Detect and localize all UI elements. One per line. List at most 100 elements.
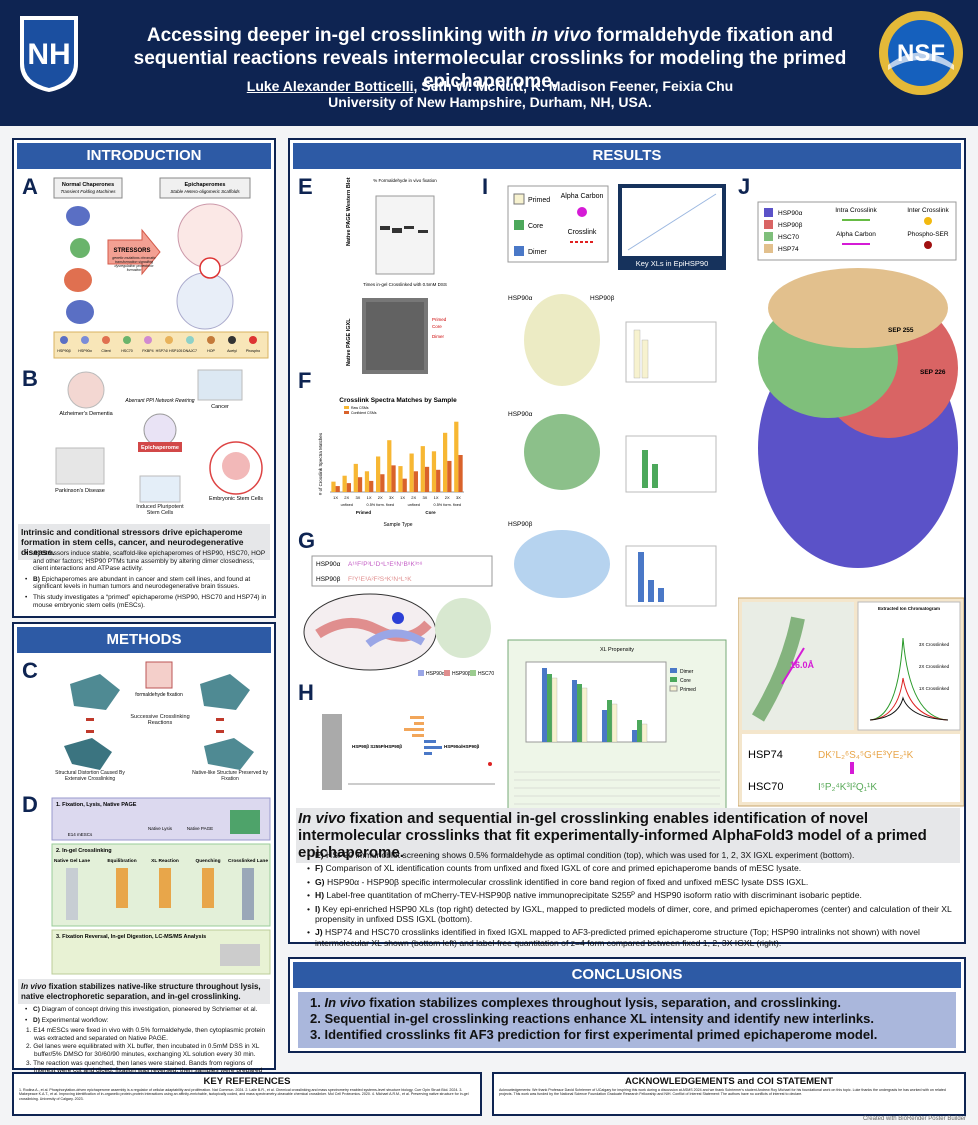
legend-entry: HSC70 [778,234,799,241]
legend-swatch [470,670,476,676]
label: DK⁷L₂⁶S₄⁵G⁴E³YE₂¹K [818,750,914,761]
bar [402,478,407,492]
section-heading: METHODS [17,627,271,653]
legend-entry: Dimer [680,669,694,675]
references-text: 1. Rodina A., et al. Phosphorylation-dri… [19,1088,469,1101]
legend-swatch [764,232,773,241]
legend-entry: Primed [680,687,696,693]
legend-swatch [764,220,773,229]
legend-entry: Inter Crosslink [907,207,949,214]
bar [458,455,463,492]
panel-letter: D [22,792,38,817]
bullet-list: A) Stressors induce stable, scaffold-lik… [24,550,268,612]
chart-title: Crosslink Spectra Matches by Sample [339,397,457,404]
label: HSP90α [508,411,533,418]
legend-entry: Intra Crosslink [835,207,877,214]
label: XL Reaction [151,858,179,864]
legend-swatch [924,217,932,225]
figure-g: HSP90α A¹⁶F²P³L¹D⁴L⁵E⁶N⁷B⁸K³⁵⁸ HSP90β F²… [303,555,494,677]
bar [436,469,441,492]
group-label: Primed [356,510,372,515]
bullet: B) Epichaperomes are abundant in cancer … [24,576,268,591]
label: Quenching [195,858,220,864]
header: NH Accessing deeper in-gel crosslinking … [0,0,978,126]
conclusion-text: fixation stabilizes complexes throughout… [365,995,841,1010]
step-label: 3. [26,1059,32,1067]
label: Core [432,324,442,329]
label: HSP90β S255P/HSP90β [352,744,402,749]
label: 2X Crosslinked [919,664,950,669]
title-part: Accessing deeper in-gel crosslinking wit… [146,25,532,46]
legend-entry: HSP90β [778,222,803,229]
authors-text: , Seth W. McNutt, K. Madison Feener, Fei… [413,78,734,94]
label: HSP74 [748,749,783,761]
x-tick-label: 1X [333,495,338,500]
conclusion-label: 2. [310,1011,321,1026]
label: genetic mutations chromatic transformati… [112,256,156,272]
bullet-text: Key epi-enriched HSP90 XLs (top right) d… [315,903,952,925]
legend-swatch [924,241,932,249]
legend-entry: Confident CSMs [351,411,377,415]
section-summary: In vivo fixation stabilizes native-like … [18,979,270,1004]
label: Native Gel Lane [54,858,90,864]
bullet-label: D) [33,1016,40,1024]
label: Alzheimer's Dementia [59,411,113,417]
label: Successive Crosslinking Reactions [130,714,190,726]
legend-entry: Primed [528,197,550,204]
label: Primed [432,317,447,322]
legend-entry: HSC70 [121,349,133,353]
label: HSP90α [508,295,533,302]
x-tick-label: 2X [445,495,450,500]
panel-letter: G [298,528,316,553]
legend-entry: Acetyl [227,349,237,353]
label: Epichaperomes [185,182,226,188]
legend-swatch [165,336,173,344]
label: SEP 226 [920,369,946,376]
legend-swatch [249,336,257,344]
bar [454,421,459,492]
bullet-list: C) Diagram of concept driving this inves… [24,1006,268,1024]
figure-h: HSP90β S255P/HSP90β HSP90α/HSP90β [322,714,495,790]
label: Transient Folding Machines [61,189,117,194]
legend-entry: Client [101,349,110,353]
legend-entry: Raw CSMs [351,406,369,410]
label: Induced Pluripotent Stem Cells [136,504,184,516]
bar [447,460,452,492]
label: 1. Fixation, Lysis, Native PAGE [56,802,137,808]
x-tick-label: 2X [411,495,416,500]
legend-entry: Phospho [246,349,260,353]
bar [335,486,340,492]
legend-entry: Phospho-SER [907,231,948,238]
conclusion-list: 1. In vivo fixation stabilizes complexes… [298,992,956,1048]
bullet-text: Epichaperomes are abundant in cancer and… [33,575,251,591]
summary-italic: In vivo [21,982,47,991]
bullet-label: B) [33,575,40,583]
bullet-text: HSP90α - HSP90β specific intermolecular … [326,876,809,887]
label: Structural Distortion Caused By Extensiv… [55,770,125,782]
bullet-text: Experimental workflow: [41,1016,109,1024]
figure-e: Native PAGE Western Blot % Formaldehyde … [346,177,447,374]
legend-entry: Core [528,223,543,230]
bullet-label: C) [33,1006,40,1013]
legend-swatch [344,411,349,414]
results-panel: RESULTS E Native PAGE Western Blot % For… [288,138,966,948]
label: Embryonic Stem Cells [209,496,263,502]
bullet: C) Diagram of concept driving this inves… [24,1006,268,1014]
bullet-label: F) [315,863,324,874]
group-label: Core [425,510,436,515]
bar [380,474,385,492]
legend-entry: HSP90α [778,210,803,217]
bullet-label: A) [33,550,40,557]
label: Parkinson's Disease [55,488,105,494]
bullet: G) HSP90α - HSP90β specific intermolecul… [306,876,956,888]
label: Cancer [211,404,229,410]
label: Native PAGE Western Blot [346,177,352,246]
bullet-text: Diagram of concept driving this investig… [41,1006,258,1013]
legend-swatch [123,336,131,344]
legend-swatch [228,336,236,344]
bullet-label: H) [315,890,325,901]
bar [424,466,430,492]
legend-entry: HSC70 [478,671,494,677]
axis-label: Sample Type [383,522,412,528]
